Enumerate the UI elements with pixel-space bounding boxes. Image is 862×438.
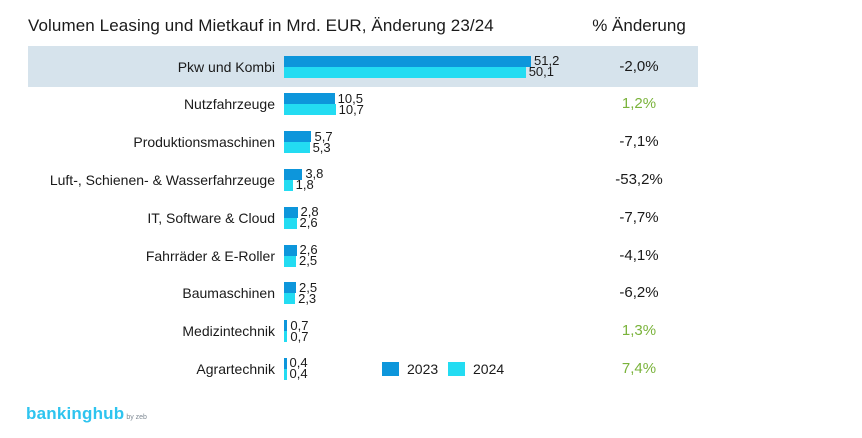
bar-2023 <box>284 131 312 143</box>
change-value: -6,2% <box>619 284 659 302</box>
value-label-2024: 0,4 <box>289 366 308 382</box>
value-label-2024: 5,3 <box>312 139 331 155</box>
bar-2023 <box>284 320 288 332</box>
bar-2024 <box>284 331 288 343</box>
chart-title: Volumen Leasing und Mietkauf in Mrd. EUR… <box>28 16 494 35</box>
value-label-2024: 50,1 <box>528 64 554 79</box>
value-label-2023: 0,7 <box>290 317 309 333</box>
legend-label-2023: 2023 <box>407 361 439 377</box>
value-label-2023: 10,5 <box>337 90 363 106</box>
bankinghub-logo: bankinghub by zeb <box>26 404 147 424</box>
value-label-2023: 2,5 <box>299 279 318 295</box>
change-value: -4,1% <box>619 246 659 264</box>
value-label-2024: 2,5 <box>299 253 318 268</box>
category-label: Nutzfahrzeuge <box>183 96 275 113</box>
bar-2023 <box>284 55 531 67</box>
category-label: Agrartechnik <box>196 360 275 377</box>
change-column-header: % Änderung <box>592 16 686 35</box>
bar-2023 <box>284 206 298 218</box>
logo-subtext: by zeb <box>126 414 147 421</box>
category-label: IT, Software & Cloud <box>147 209 275 226</box>
bar-2023 <box>284 282 297 294</box>
bar-2024 <box>284 255 297 267</box>
change-value: -2,0% <box>619 57 659 75</box>
change-value: -7,1% <box>619 133 659 151</box>
bar-2024 <box>284 217 297 229</box>
change-value: -53,2% <box>615 170 663 188</box>
category-label: Pkw und Kombi <box>177 58 275 75</box>
value-label-2024: 0,7 <box>290 328 309 344</box>
value-label-2023: 3,8 <box>305 166 324 182</box>
bar-2024 <box>284 179 293 191</box>
category-label: Luft-, Schienen- & Wasserfahrzeuge <box>49 171 275 188</box>
bar-2023 <box>284 168 303 180</box>
legend-swatch-2024 <box>448 362 465 376</box>
logo-text: bankinghub <box>26 404 125 423</box>
value-label-2023: 5,7 <box>314 128 333 144</box>
change-value: -7,7% <box>619 208 659 226</box>
legend-swatch-2023 <box>382 362 399 376</box>
bar-2024 <box>284 104 336 116</box>
value-label-2024: 2,3 <box>298 290 317 306</box>
bar-2024 <box>284 293 296 305</box>
value-label-2024: 10,7 <box>338 101 364 117</box>
bar-2023 <box>284 357 287 369</box>
value-label-2023: 2,6 <box>299 242 318 257</box>
bar-2024 <box>284 66 526 78</box>
value-label-2024: 1,8 <box>295 177 314 193</box>
bar-2024 <box>284 142 310 154</box>
bar-2024 <box>284 368 287 380</box>
value-label-2023: 2,8 <box>300 204 319 220</box>
change-value: 7,4% <box>621 359 657 377</box>
category-label: Baumaschinen <box>182 285 275 302</box>
legend-label-2024: 2024 <box>473 361 505 377</box>
bar-2023 <box>284 244 297 256</box>
value-label-2024: 2,6 <box>299 215 318 231</box>
change-value: 1,2% <box>621 95 657 113</box>
category-label: Medizintechnik <box>182 323 275 340</box>
value-label-2023: 0,4 <box>289 355 308 371</box>
category-label: Produktionsmaschinen <box>133 134 275 151</box>
category-label: Fahrräder & E-Roller <box>145 247 275 264</box>
bar-2023 <box>284 93 335 105</box>
change-value: 1,3% <box>621 322 657 340</box>
value-label-2023: 51,2 <box>534 53 560 68</box>
